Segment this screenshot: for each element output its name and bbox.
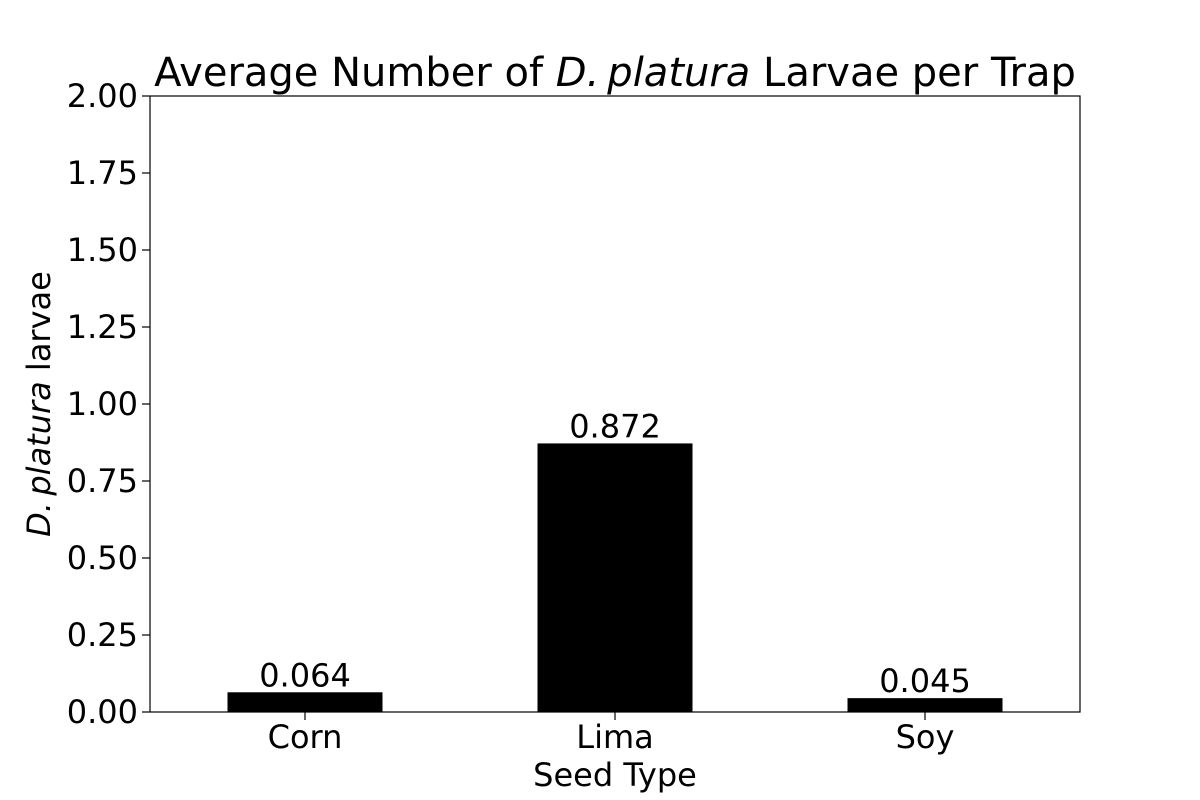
x-tick-label-lima: Lima [576,718,654,756]
chart-title: Average Number of D. platura Larvae per … [154,50,1076,96]
x-axis: Corn Lima Soy [268,712,955,756]
y-tick-label: 0.75 [67,462,138,500]
x-axis-title: Seed Type [533,756,697,794]
y-tick-label: 1.25 [67,308,138,346]
y-axis: 0.00 0.25 0.50 0.75 1.00 1.25 1.50 1.75 2.00 [67,77,150,731]
y-axis-title-species: D. platura [20,381,58,537]
y-axis-title-suffix: larvae [20,271,58,381]
chart-title-suffix: Larvae per Trap [750,50,1076,96]
x-tick-label-soy: Soy [896,718,955,756]
data-label-corn: 0.064 [259,656,351,694]
bar-lima [537,443,693,712]
data-labels-group: 0.064 0.872 0.045 [259,407,971,700]
chart-title-prefix: Average Number of [154,50,556,96]
y-tick-label: 0.00 [67,693,138,731]
y-tick-label: 0.50 [67,539,138,577]
y-tick-label: 1.50 [67,231,138,269]
bar-soy [847,698,1003,712]
y-tick-label: 1.00 [67,385,138,423]
bar-corn [227,692,383,712]
y-tick-label: 1.75 [67,154,138,192]
bars-group [227,443,1003,712]
chart-title-species: D. platura [556,50,751,96]
data-label-lima: 0.872 [569,407,661,445]
y-tick-label: 0.25 [67,616,138,654]
y-tick-label: 2.00 [67,77,138,115]
x-tick-label-corn: Corn [268,718,343,756]
y-axis-title: D. platura larvae [20,271,58,537]
data-label-soy: 0.045 [879,662,971,700]
